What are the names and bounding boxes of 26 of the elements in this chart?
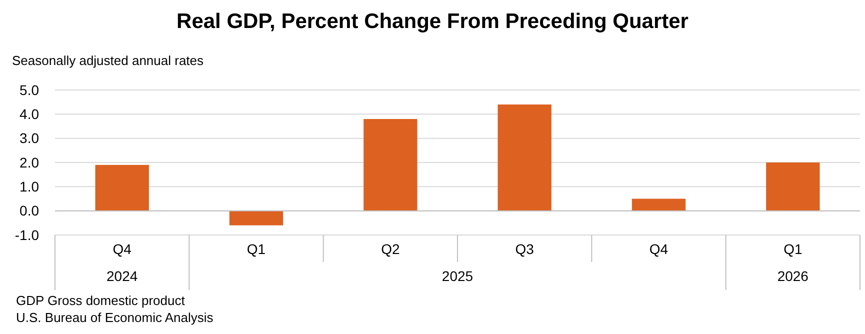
y-tick-label: 0.0 xyxy=(20,202,40,219)
text: 2025 xyxy=(442,268,474,284)
text: U.S. Bureau of Economic Analysis xyxy=(16,310,214,325)
chart-title: Real GDP, Percent Change From Preceding Quarter xyxy=(176,10,688,33)
bar xyxy=(632,198,686,211)
text: 2024 xyxy=(106,268,138,284)
y-tick-label: 1.0 xyxy=(20,178,40,195)
y-tick-label: 3.0 xyxy=(20,130,40,146)
x-tick-label: Q2 xyxy=(381,241,400,257)
y-tick-label: 2.0 xyxy=(20,154,40,170)
x-tick-label: Q4 xyxy=(649,241,668,257)
bar xyxy=(229,210,284,226)
y-tick-label: 4.0 xyxy=(20,106,40,122)
bar xyxy=(95,164,149,211)
x-tick-label: Q4 xyxy=(112,241,132,257)
y-tick-label: -1.0 xyxy=(14,226,40,243)
x-tick-label: Q1 xyxy=(246,241,266,257)
text: GDP Gross domestic product xyxy=(16,293,186,308)
x-tick-label: Q3 xyxy=(515,241,534,257)
y-axis-title: Seasonally adjusted annual rates xyxy=(12,53,204,68)
x-tick-label: Q1 xyxy=(784,241,802,257)
bar xyxy=(364,119,418,211)
y-tick-label: 5.0 xyxy=(20,82,40,98)
text: 2026 xyxy=(777,268,809,284)
bar xyxy=(766,162,820,211)
bar xyxy=(498,104,552,211)
